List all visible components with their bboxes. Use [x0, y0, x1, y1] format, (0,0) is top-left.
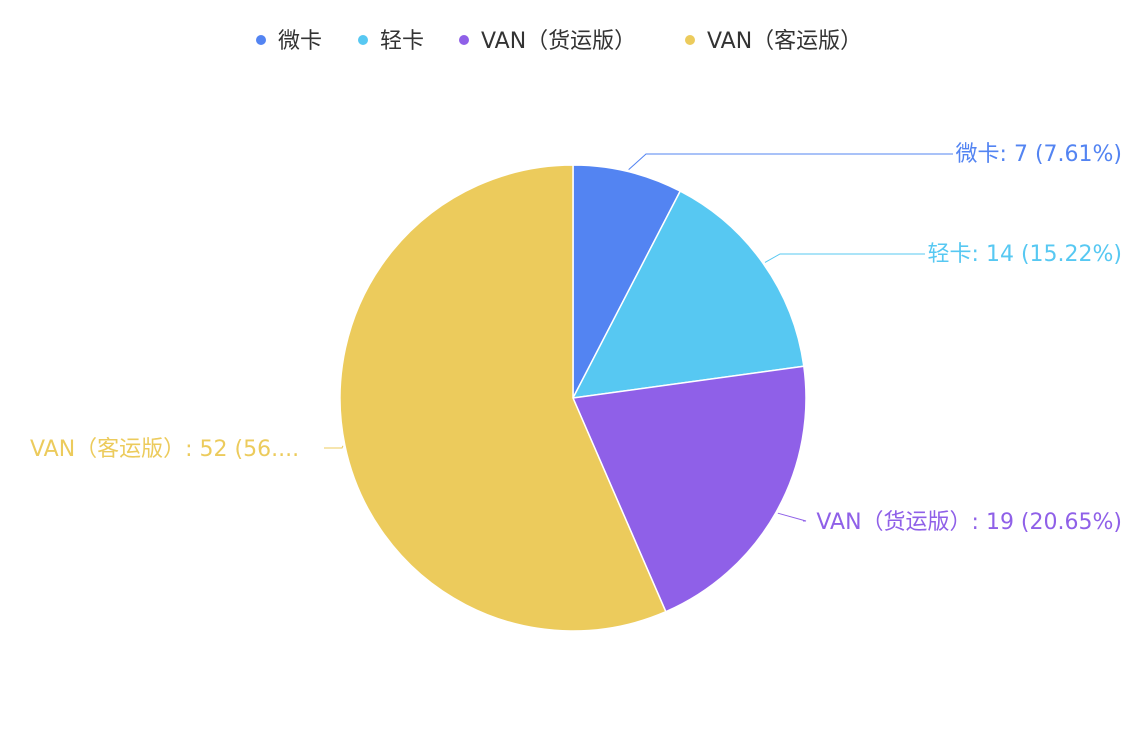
data-label: VAN（客运版）: 52 (56.... — [30, 437, 299, 462]
legend-marker — [685, 35, 695, 45]
legend-label: 轻卡 — [380, 29, 424, 54]
legend-label: VAN（货运版） — [481, 29, 636, 54]
data-label: VAN（货运版）: 19 (20.65%) — [816, 510, 1122, 535]
leader-line — [628, 153, 953, 171]
legend-item[interactable]: VAN（客运版） — [685, 29, 862, 54]
legend-label: 微卡 — [278, 29, 322, 54]
leader-line — [777, 512, 807, 522]
legend-marker — [358, 35, 368, 45]
legend-item[interactable]: 微卡 — [256, 29, 322, 54]
pie-slice[interactable] — [572, 164, 682, 399]
pie-slices — [339, 164, 807, 632]
legend-item[interactable]: 轻卡 — [358, 29, 424, 54]
slice-label-group: VAN（货运版）: 19 (20.65%) — [777, 510, 1122, 535]
pie-slice[interactable] — [571, 365, 807, 613]
legend-marker — [256, 35, 266, 45]
leader-line — [324, 445, 344, 449]
slice-label-group: 轻卡: 14 (15.22%) — [764, 242, 1122, 267]
legend-marker — [459, 35, 469, 45]
legend: 微卡 轻卡 VAN（货运版） VAN（客运版） — [256, 29, 862, 54]
slice-label-group: 微卡: 7 (7.61%) — [628, 142, 1122, 171]
slice-labels: 微卡: 7 (7.61%) 轻卡: 14 (15.22%) VAN（货运版）: 19… — [30, 142, 1122, 535]
leader-line — [764, 253, 925, 263]
pie-slice[interactable] — [339, 164, 667, 632]
data-label: 微卡: 7 (7.61%) — [956, 142, 1122, 167]
legend-item[interactable]: VAN（货运版） — [459, 29, 636, 54]
data-label: 轻卡: 14 (15.22%) — [928, 242, 1122, 267]
slice-label-group: VAN（客运版）: 52 (56.... — [30, 437, 344, 462]
pie-slice[interactable] — [571, 190, 805, 399]
legend-label: VAN（客运版） — [707, 29, 862, 54]
